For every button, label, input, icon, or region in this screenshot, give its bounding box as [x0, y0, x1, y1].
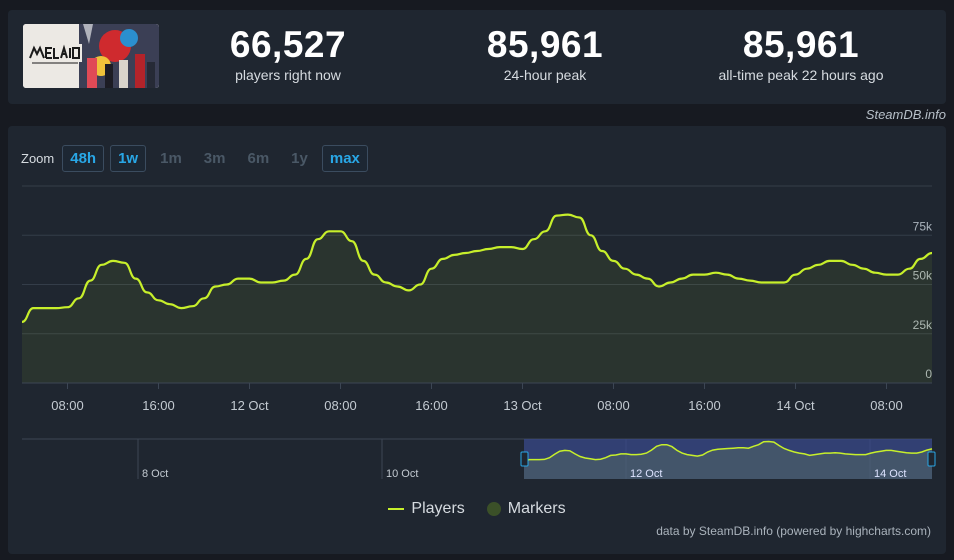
x-tick-label: 08:00 — [597, 398, 630, 413]
time-navigator[interactable]: 8 Oct 10 Oct 12 Oct 14 Oct — [22, 438, 936, 480]
navigator-labels: 8 Oct 10 Oct 12 Oct 14 Oct — [142, 468, 906, 480]
players-series-line[interactable] — [21, 213, 933, 323]
player-count-chart[interactable]: 0 25k 50k 75k 08:00 16:00 12 Oct 08:00 16:00 13 … — [8, 126, 946, 486]
x-axis-labels: 08:00 16:00 12 Oct 08:00 16:00 13 Oct 08:00 16:… — [51, 383, 903, 413]
alltime-peak-value: 85,961 — [742, 24, 860, 65]
zoom-label: Zoom — [21, 151, 55, 166]
x-tick-label: 16:00 — [415, 398, 448, 413]
y-tick-label: 75k — [913, 219, 933, 233]
zoom-1m-button[interactable]: 1m — [160, 150, 182, 167]
y-tick-label: 50k — [913, 269, 933, 283]
x-tick-label: 16:00 — [688, 398, 721, 413]
x-tick-label: 08:00 — [870, 398, 903, 413]
chart-legend: Players Markers — [8, 500, 946, 518]
legend-markers[interactable]: Markers — [486, 500, 566, 518]
navigator-series-line — [523, 440, 933, 463]
peak-24h-stat: 85,961 24-hour peak — [420, 24, 670, 83]
game-thumbnail[interactable] — [23, 24, 159, 88]
current-players-value: 66,527 — [229, 24, 347, 65]
zoom-3m-button[interactable]: 3m — [203, 150, 226, 167]
x-tick-label: 16:00 — [142, 398, 175, 413]
peak-24h-label: 24-hour peak — [503, 67, 587, 83]
zoom-1y-button[interactable]: 1y — [291, 150, 308, 167]
navigator-label: 10 Oct — [386, 468, 418, 480]
steamdb-credit-link[interactable]: SteamDB.info — [865, 107, 946, 122]
x-tick-label: 08:00 — [51, 398, 84, 413]
zoom-48h-button[interactable]: 48h — [62, 145, 105, 172]
x-tick-label: 14 Oct — [776, 398, 815, 413]
navigator-left-handle[interactable] — [520, 451, 529, 467]
legend-players[interactable]: Players — [388, 500, 465, 518]
chart-gridlines — [22, 185, 932, 335]
highcharts-credit-link[interactable]: data by SteamDB.info (powered by highcha… — [656, 524, 931, 538]
zoom-controls: Zoom 48h 1w 1m 3m 6m 1y max — [21, 145, 368, 172]
navigator-label: 14 Oct — [874, 468, 906, 480]
alltime-peak-label: all-time peak 22 hours ago — [718, 67, 884, 83]
zoom-6m-button[interactable]: 6m — [247, 150, 270, 167]
navigator-label: 8 Oct — [142, 468, 168, 480]
y-tick-label: 0 — [925, 367, 932, 381]
game-art-image — [23, 24, 159, 88]
players-area-fill — [22, 214, 932, 383]
peak-24h-value: 85,961 — [486, 24, 604, 65]
zoom-1w-button[interactable]: 1w — [110, 145, 147, 172]
current-players-stat: 66,527 players right now — [163, 24, 413, 83]
chart-panel: Zoom 48h 1w 1m 3m 6m 1y max 0 25k 50k 75k 0… — [8, 126, 946, 554]
x-tick-label: 12 Oct — [230, 398, 269, 413]
y-tick-label: 25k — [913, 318, 933, 332]
zoom-max-button[interactable]: max — [321, 145, 368, 172]
stats-panel: 66,527 players right now 85,961 24-hour … — [8, 10, 946, 104]
players-legend-swatch — [388, 508, 405, 510]
x-tick-label: 13 Oct — [503, 398, 542, 413]
legend-markers-label: Markers — [507, 500, 566, 517]
x-tick-label: 08:00 — [324, 398, 357, 413]
navigator-area — [524, 441, 932, 479]
navigator-label: 12 Oct — [630, 468, 662, 480]
navigator-right-handle[interactable] — [927, 451, 936, 467]
alltime-peak-stat: 85,961 all-time peak 22 hours ago — [676, 24, 926, 83]
legend-players-label: Players — [411, 500, 465, 517]
markers-legend-swatch — [486, 502, 501, 516]
y-axis-labels: 0 25k 50k 75k — [913, 219, 933, 381]
current-players-label: players right now — [235, 67, 341, 83]
